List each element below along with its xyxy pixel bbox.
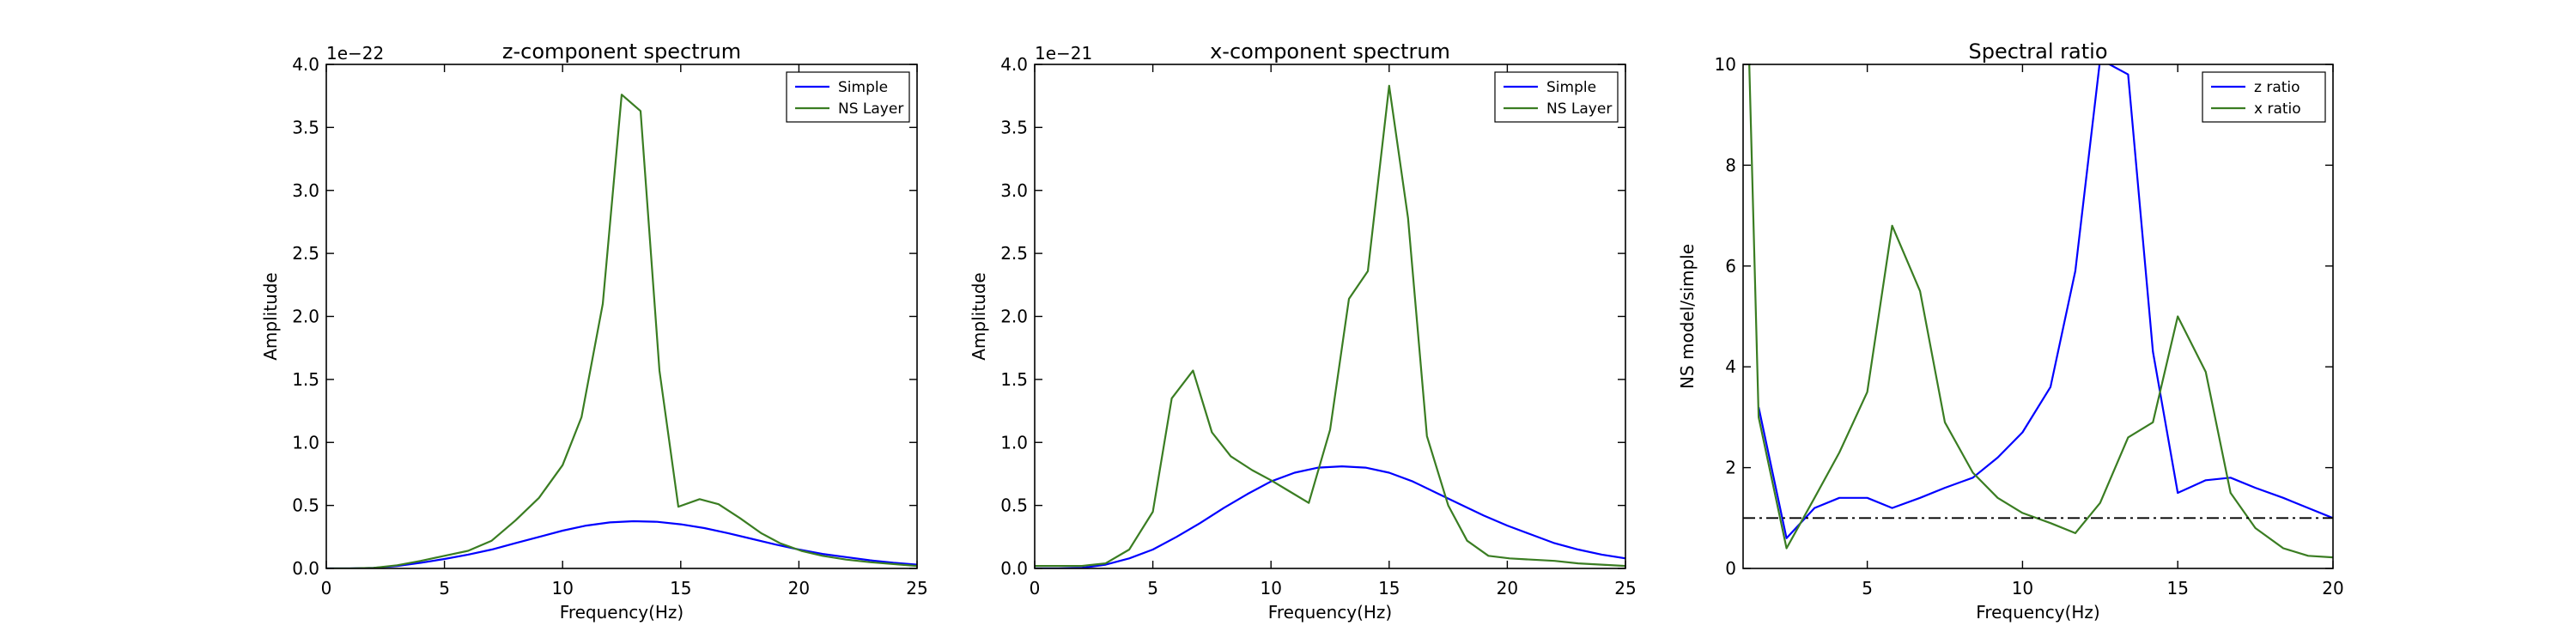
y-tick-label: 2.5 [1000,243,1028,264]
legend-label: Simple [1546,79,1596,96]
plot-frame [1742,64,2334,569]
x-tick-label: 5 [439,578,450,598]
y-tick-label: 4 [1725,356,1736,377]
plot-frame [325,64,918,569]
y-tick-label: 8 [1725,155,1736,175]
y-tick-label: 1.5 [1000,369,1028,390]
x-tick-label: 20 [2322,578,2343,598]
series-line-2 [1748,64,2333,559]
y-tick-label: 4.0 [292,54,319,75]
legend-box [2202,71,2326,123]
x-tick-label: 15 [1378,578,1400,598]
x-tick-label: 10 [551,578,573,598]
y-tick-label: 0.5 [292,495,319,516]
legend-label: z ratio [2254,79,2300,96]
plot-frame [1034,64,1626,569]
series-line-1 [1758,64,2333,539]
y-tick-label: 0 [1725,558,1736,579]
x-tick-label: 10 [2012,578,2033,598]
y-tick-label: 1.0 [292,432,319,453]
x-tick-label: 0 [321,578,332,598]
x-tick-label: 15 [670,578,691,598]
legend-box [786,71,910,123]
x-tick-label: 25 [906,578,927,598]
x-tick-label: 20 [788,578,810,598]
y-tick-label: 0.0 [292,558,319,579]
y-tick-label: 2.0 [292,307,319,327]
y-tick-label: 4.0 [1000,54,1028,75]
x-tick-label: 20 [1497,578,1518,598]
y-tick-label: 3.5 [1000,117,1028,137]
y-tick-label: 1.5 [292,369,319,390]
y-axis-label: NS model/simple [1677,244,1698,389]
series-line-2 [326,94,917,568]
y-tick-label: 2.0 [1000,307,1028,327]
chart-panel-1: 0 5 10 15 20 25 0.0 0.5 1.0 1.5 2.0 2.5 3.0 3.5 4.0 1e−… [260,39,928,623]
legend: Simple NS Layer [1494,71,1619,123]
legend-box [1494,71,1619,123]
x-axis-label: Frequency(Hz) [1268,602,1392,623]
y-offset-text: 1e−22 [326,43,384,64]
x-tick-label: 0 [1030,578,1041,598]
x-tick-label: 15 [2166,578,2188,598]
y-axis-label: Amplitude [969,272,989,361]
y-axis-label: Amplitude [260,272,281,361]
series-line-1 [326,519,917,568]
y-tick-label: 3.0 [1000,180,1028,201]
y-tick-label: 0.0 [1000,558,1028,579]
x-tick-label: 5 [1862,578,1873,598]
x-tick-label: 25 [1614,578,1636,598]
x-tick-label: 10 [1260,578,1281,598]
x-axis-label: Frequency(Hz) [1976,602,2099,623]
chart-title: x-component spectrum [1210,39,1450,64]
y-tick-label: 3.5 [292,117,319,137]
y-tick-label: 0.5 [1000,495,1028,516]
y-tick-label: 2 [1725,458,1736,478]
chart-panel-3: 5 10 15 20 0 2 4 6 8 10 Spectral ratio Frequency(Hz… [1677,39,2344,623]
y-offset-text: 1e−21 [1035,43,1092,64]
y-tick-label: 2.5 [292,243,319,264]
y-tick-label: 1.0 [1000,432,1028,453]
legend-label: NS Layer [1546,100,1612,118]
chart-title: z-component spectrum [502,39,741,64]
legend-label: Simple [838,79,888,96]
chart-panel-2: 0 5 10 15 20 25 0.0 0.5 1.0 1.5 2.0 2.5 3.0 3.5 4.0 1e−… [969,39,1637,623]
series-line-2 [1035,84,1625,568]
legend: Simple NS Layer [786,71,910,123]
series-line-1 [1035,465,1625,568]
legend-label: NS Layer [838,100,903,118]
y-tick-label: 10 [1715,54,1736,75]
legend-label: x ratio [2254,100,2301,118]
y-tick-label: 6 [1725,256,1736,276]
x-axis-label: Frequency(Hz) [560,602,683,623]
x-tick-label: 5 [1147,578,1158,598]
chart-title: Spectral ratio [1968,39,2107,64]
legend: z ratio x ratio [2202,71,2326,123]
y-tick-label: 3.0 [292,180,319,201]
